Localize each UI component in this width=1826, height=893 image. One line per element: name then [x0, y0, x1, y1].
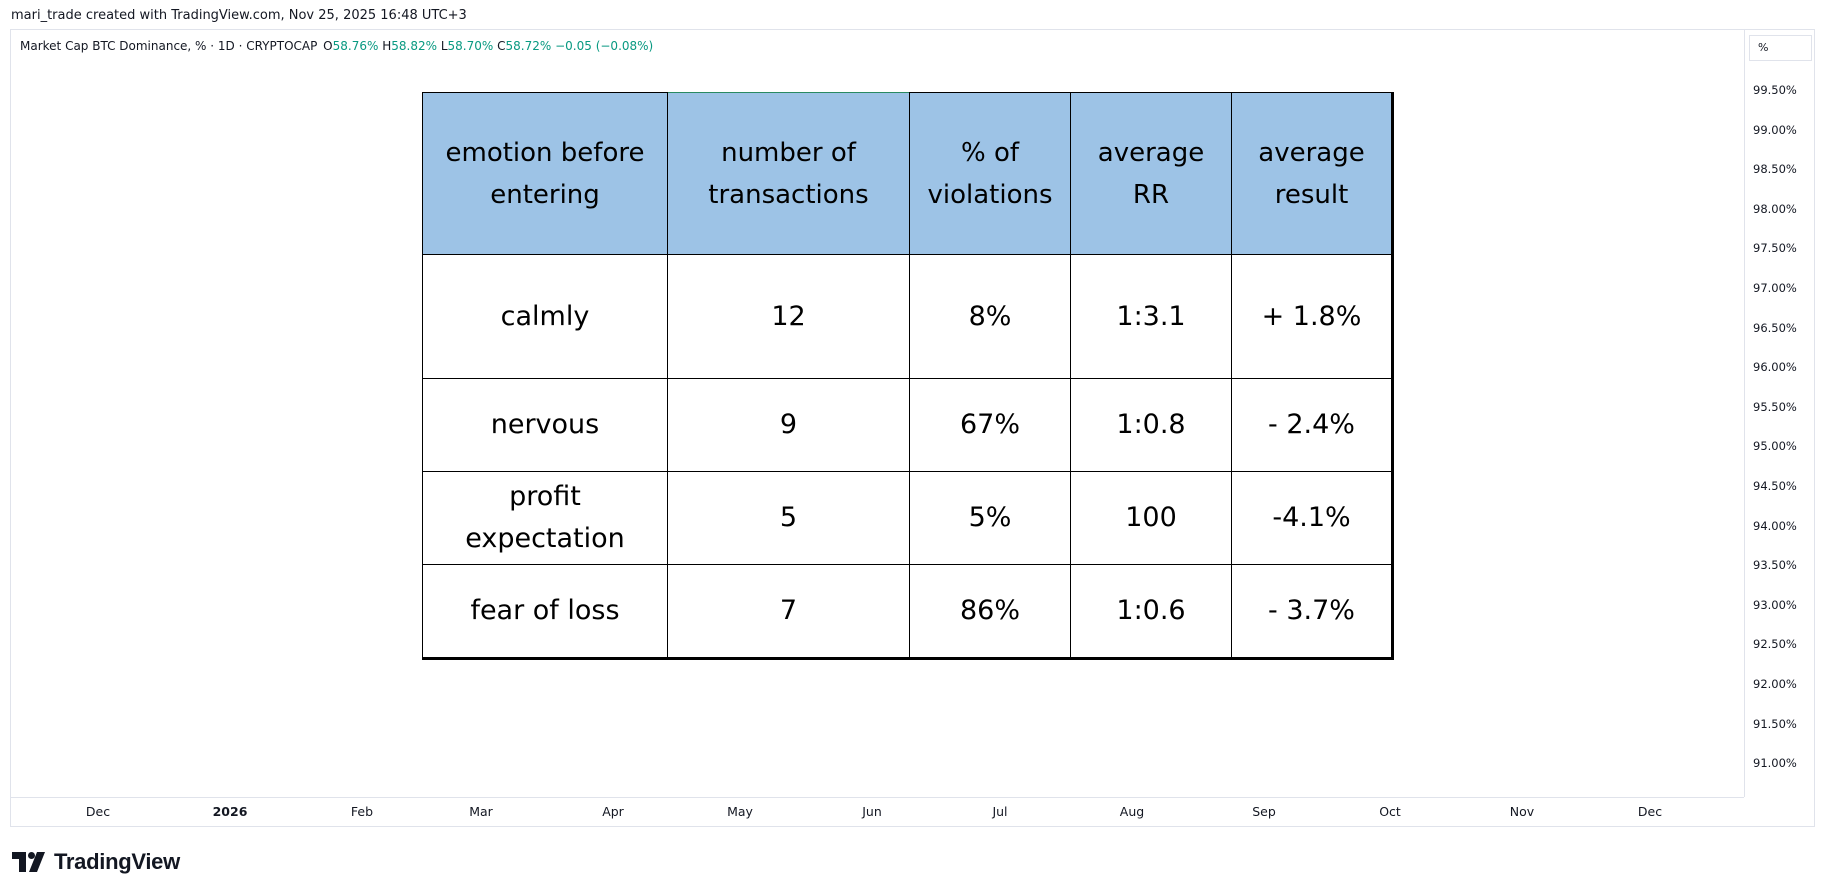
- price-tick-label: 91.00%: [1753, 756, 1797, 771]
- chart-frame: [10, 29, 1815, 827]
- price-tick-label: 98.00%: [1753, 201, 1797, 216]
- time-tick-label: Dec: [1637, 804, 1663, 819]
- time-tick-label: Jun: [862, 804, 882, 819]
- cell-average-result: + 1.8%: [1231, 254, 1393, 379]
- symbol-title[interactable]: Market Cap BTC Dominance, % · 1D · CRYPT…: [20, 39, 318, 53]
- cell-transactions: 7: [667, 564, 910, 659]
- high-value: 58.82%: [391, 39, 438, 53]
- time-tick-label: Aug: [1119, 804, 1145, 819]
- tradingview-logo-icon: [12, 852, 45, 872]
- price-tick-label: 93.00%: [1753, 597, 1797, 612]
- cell-average-result: - 2.4%: [1231, 378, 1393, 472]
- header-transactions: number of transactions: [667, 92, 910, 255]
- price-tick-label: 97.00%: [1753, 281, 1797, 295]
- price-tick-label: 99.00%: [1753, 122, 1797, 137]
- cell-violations: 67%: [909, 378, 1071, 472]
- header-emotion: emotion before entering: [422, 92, 668, 255]
- cell-average-rr: 1:0.6: [1070, 564, 1232, 659]
- cell-emotion: fear of loss: [422, 564, 668, 659]
- time-tick-label: 2026: [212, 804, 248, 819]
- table-row: fear of loss 7 86% 1:0.6 - 3.7%: [422, 564, 1393, 659]
- price-tick-label: 92.50%: [1753, 637, 1797, 652]
- price-tick-label: 92.00%: [1753, 677, 1797, 691]
- cell-average-rr: 1:0.8: [1070, 378, 1232, 472]
- high-label: H: [382, 39, 392, 53]
- percent-scale-button[interactable]: %: [1749, 35, 1812, 61]
- price-tick-label: 93.50%: [1753, 558, 1797, 573]
- open-value: 58.76%: [332, 39, 379, 53]
- price-tick-label: 96.00%: [1753, 360, 1797, 375]
- brand-name: TradingView: [54, 849, 180, 874]
- time-tick-label: Jul: [992, 804, 1008, 819]
- time-tick-label: Dec: [85, 804, 111, 819]
- table-row: profit expectation 5 5% 100 -4.1%: [422, 471, 1393, 565]
- price-tick-label: 94.50%: [1753, 479, 1797, 493]
- chart-attribution: mari_trade created with TradingView.com,…: [11, 8, 467, 23]
- price-tick-label: 95.00%: [1753, 439, 1797, 454]
- time-axis[interactable]: [11, 797, 1744, 827]
- time-tick-label: Nov: [1509, 804, 1535, 819]
- price-tick-label: 91.50%: [1753, 716, 1797, 731]
- header-violations: % of violations: [909, 92, 1071, 255]
- time-tick-label: Oct: [1379, 804, 1401, 819]
- cell-violations: 86%: [909, 564, 1071, 659]
- cell-transactions: 12: [667, 254, 910, 379]
- emotion-stats-table: emotion before entering number of transa…: [422, 92, 1394, 660]
- cell-average-result: -4.1%: [1231, 471, 1393, 565]
- table-row: nervous 9 67% 1:0.8 - 2.4%: [422, 378, 1393, 472]
- time-tick-label: Apr: [602, 804, 624, 819]
- close-value: 58.72%: [505, 39, 552, 53]
- open-label: O: [323, 39, 333, 53]
- time-tick-label: Mar: [469, 804, 493, 819]
- header-average-rr: average RR: [1070, 92, 1232, 255]
- low-label: L: [440, 39, 448, 53]
- change-value: −0.05 (−0.08%): [555, 39, 654, 53]
- cell-transactions: 5: [667, 471, 910, 565]
- price-tick-label: 99.50%: [1753, 83, 1797, 97]
- symbol-legend[interactable]: Market Cap BTC Dominance, % · 1D · CRYPT…: [20, 39, 653, 53]
- price-axis[interactable]: [1744, 30, 1815, 797]
- cell-average-rr: 100: [1070, 471, 1232, 565]
- cell-transactions: 9: [667, 378, 910, 472]
- price-tick-label: 94.00%: [1753, 518, 1797, 533]
- cell-emotion: profit expectation: [422, 471, 668, 565]
- price-tick-label: 98.50%: [1753, 162, 1797, 177]
- cell-average-result: - 3.7%: [1231, 564, 1393, 659]
- price-tick-label: 95.50%: [1753, 399, 1797, 414]
- ohlc-values: O58.76% H58.82% L58.70% C58.72% −0.05 (−…: [323, 39, 653, 53]
- price-tick-label: 97.50%: [1753, 241, 1797, 256]
- time-tick-label: Feb: [350, 804, 374, 819]
- tradingview-brand[interactable]: TradingView: [12, 849, 180, 875]
- cell-violations: 5%: [909, 471, 1071, 565]
- cell-violations: 8%: [909, 254, 1071, 379]
- cell-average-rr: 1:3.1: [1070, 254, 1232, 379]
- low-value: 58.70%: [447, 39, 494, 53]
- time-tick-label: May: [727, 804, 753, 819]
- cell-emotion: nervous: [422, 378, 668, 472]
- price-tick-label: 96.50%: [1753, 320, 1797, 335]
- table-header-row: emotion before entering number of transa…: [422, 92, 1393, 255]
- table-row: calmly 12 8% 1:3.1 + 1.8%: [422, 254, 1393, 379]
- header-average-result: average result: [1231, 92, 1393, 255]
- cell-emotion: calmly: [422, 254, 668, 379]
- time-tick-label: Sep: [1252, 804, 1276, 819]
- close-label: C: [497, 39, 506, 53]
